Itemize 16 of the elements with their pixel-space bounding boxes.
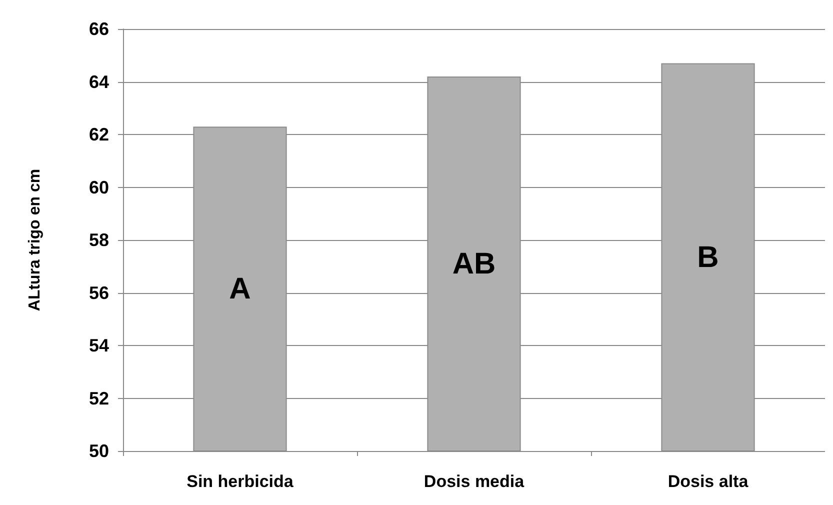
y-tick-label: 58 (88, 230, 109, 250)
y-tick-label: 52 (88, 388, 109, 408)
x-tick-label: Dosis media (424, 472, 525, 491)
annotation: AB (452, 247, 496, 280)
y-tick-label: 60 (88, 177, 109, 198)
y-tick-label: 54 (88, 336, 109, 356)
x-tick-label: Dosis alta (668, 472, 749, 491)
annotation: B (697, 240, 719, 274)
x-tick-label: Sin herbicida (186, 472, 294, 491)
y-tick-label: 62 (88, 124, 109, 144)
y-axis-title: ALtura trigo en cm (26, 168, 44, 312)
annotation: A (229, 272, 251, 306)
y-tick-label: 66 (88, 19, 109, 39)
y-tick-label: 50 (88, 441, 109, 461)
y-tick-label: 64 (88, 72, 109, 92)
y-tick-label: 56 (88, 282, 109, 303)
